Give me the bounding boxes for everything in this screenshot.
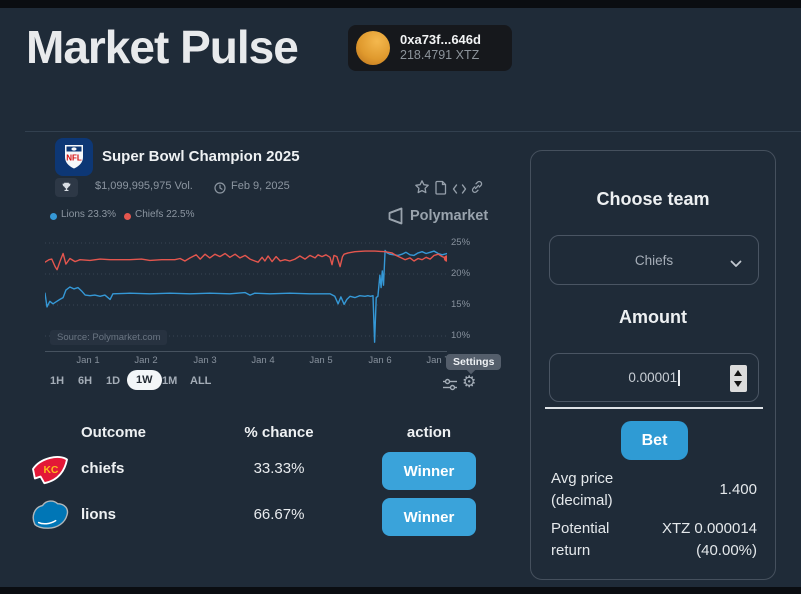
market-title: Super Bowl Champion 2025: [102, 148, 300, 165]
col-header-action: action: [406, 424, 452, 441]
choose-team-heading: Choose team: [596, 189, 710, 209]
timeframe-6h[interactable]: 6H: [78, 375, 93, 387]
x-label-jan4: Jan 4: [251, 355, 275, 366]
panel-divider: [545, 407, 763, 409]
timeframe-1d[interactable]: 1D: [106, 375, 121, 387]
nfl-logo: NFL: [55, 138, 93, 176]
page-background: Market Pulse 0xa73f...646d 218.4791 XTZ …: [0, 8, 801, 587]
col-header-chance: % chance: [244, 424, 314, 441]
lions-logo: [28, 498, 72, 537]
chiefs-winner-button[interactable]: Winner: [382, 452, 476, 490]
header-divider: [25, 131, 801, 132]
potential-return-label: Potential return: [551, 520, 610, 559]
x-label-jan1: Jan 1: [76, 355, 100, 366]
wallet-avatar: [356, 31, 390, 65]
odds-chart[interactable]: [44, 236, 451, 348]
outcome-row-chiefs-chance: 33.33%: [253, 460, 305, 477]
legend-label-lions: Lions 23.3%: [61, 209, 117, 220]
outcome-row-lions-name: lions: [81, 506, 117, 523]
outcome-row-lions-chance: 66.67%: [253, 506, 305, 523]
trophy-icon: [62, 182, 71, 191]
svg-text:NFL: NFL: [66, 154, 82, 163]
chiefs-logo: KC: [28, 452, 72, 491]
amount-heading: Amount: [619, 307, 687, 327]
legend-dot-lions: [50, 213, 57, 220]
page-title: Market Pulse: [26, 21, 299, 73]
potential-return-value: XTZ 0.000014 (40.00%): [661, 520, 757, 559]
x-label-jan2: Jan 2: [134, 355, 158, 366]
team-select[interactable]: Chiefs: [549, 235, 759, 285]
link-icon[interactable]: [470, 180, 484, 199]
x-label-jan5: Jan 5: [309, 355, 333, 366]
y-tick-25: 25%: [451, 237, 471, 248]
polymarket-brand-label[interactable]: Polymarket: [410, 208, 489, 224]
wallet-address: 0xa73f...646d: [400, 32, 481, 48]
timeframe-1w-selected[interactable]: 1W: [127, 370, 162, 390]
avg-price-value: 1.400: [719, 481, 757, 499]
polymarket-logo-icon[interactable]: [386, 206, 406, 231]
chart-source-note: Source: Polymarket.com: [50, 330, 168, 345]
clock-icon: [214, 181, 226, 199]
legend-label-chiefs: Chiefs 22.5%: [135, 209, 195, 220]
timeframe-1h[interactable]: 1H: [50, 375, 65, 387]
document-icon[interactable]: [434, 180, 448, 200]
wallet-balance: 218.4791 XTZ: [400, 48, 480, 63]
avg-price-row: Avg price (decimal) 1.400: [551, 467, 757, 513]
wallet-pill[interactable]: 0xa73f...646d 218.4791 XTZ: [348, 25, 512, 71]
text-cursor: [678, 369, 680, 386]
x-label-jan3: Jan 3: [193, 355, 217, 366]
stepper-up-icon[interactable]: [734, 370, 742, 376]
outcome-row-chiefs-name: chiefs: [81, 460, 125, 477]
x-axis-line: [45, 351, 447, 352]
timeframe-1m[interactable]: 1M: [162, 375, 178, 387]
chart-filters-icon[interactable]: [442, 378, 458, 396]
y-tick-20: 20%: [451, 268, 471, 279]
col-header-outcome: Outcome: [81, 424, 147, 441]
avg-price-label: Avg price (decimal): [551, 470, 614, 509]
stepper-down-icon[interactable]: [734, 381, 742, 387]
team-select-value: Chiefs: [634, 252, 674, 268]
gear-icon[interactable]: ⚙: [462, 374, 477, 391]
timeframe-all[interactable]: ALL: [190, 375, 212, 387]
y-tick-10: 10%: [451, 330, 471, 341]
star-icon[interactable]: [414, 179, 430, 200]
embed-code-icon[interactable]: [452, 182, 467, 200]
chevron-down-icon: [730, 256, 742, 271]
x-label-jan6: Jan 6: [368, 355, 392, 366]
y-tick-15: 15%: [451, 299, 471, 310]
bet-panel: Choose team Chiefs Amount 0.00001 Bet Av…: [530, 150, 776, 580]
settings-tooltip: Settings: [446, 354, 502, 370]
trophy-badge: [55, 178, 78, 197]
legend-dot-chiefs: [124, 213, 131, 220]
amount-value: 0.00001: [628, 370, 678, 385]
svg-text:KC: KC: [43, 465, 58, 476]
market-volume: $1,099,995,975 Vol.: [95, 180, 193, 192]
lions-winner-button[interactable]: Winner: [382, 498, 476, 536]
market-end-date: Feb 9, 2025: [231, 180, 290, 192]
bet-button[interactable]: Bet: [621, 421, 688, 460]
amount-input[interactable]: 0.00001: [549, 353, 759, 402]
amount-stepper[interactable]: [730, 365, 747, 392]
potential-return-row: Potential return XTZ 0.000014 (40.00%): [551, 517, 757, 563]
x-label-jan7: Jan 7: [426, 355, 450, 366]
